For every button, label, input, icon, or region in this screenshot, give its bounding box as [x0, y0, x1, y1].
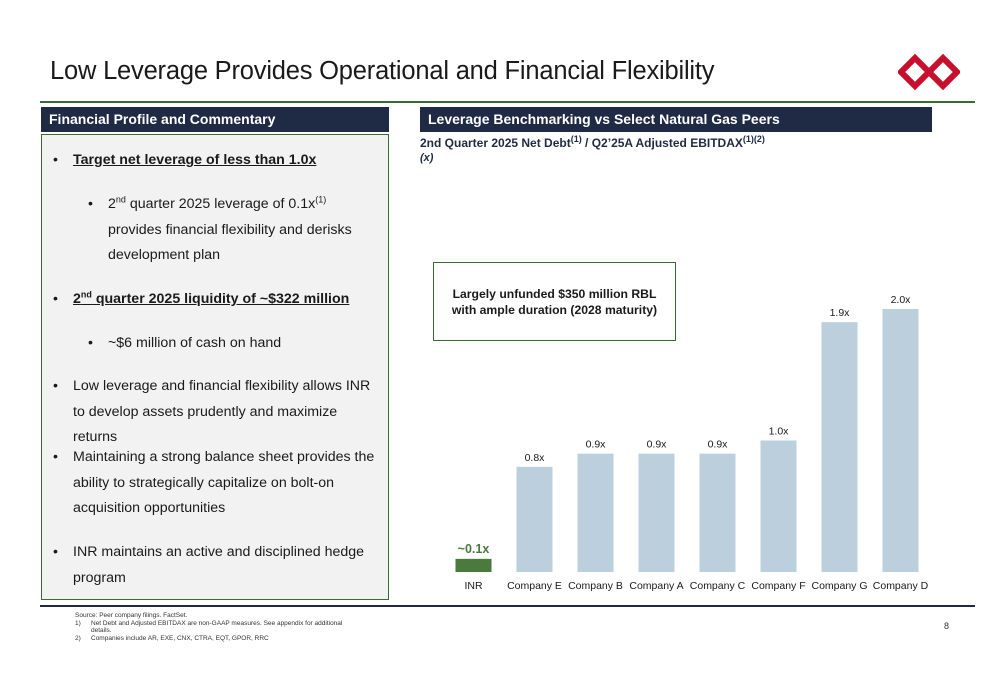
x-tick-company-c: Company C [690, 580, 746, 592]
x-tick-company-f: Company F [751, 580, 805, 592]
page-number: 8 [944, 621, 950, 631]
bar-inr [455, 558, 492, 572]
footer-source: Source: Peer company filings. FactSet. [75, 612, 188, 619]
sub-bullet-cash: • ~$6 million of cash on hand [88, 335, 282, 351]
footnote-1-line2: details. [91, 627, 112, 634]
x-tick-company-g: Company G [811, 580, 867, 592]
commentary-box [41, 134, 389, 600]
bar-company-c [699, 453, 736, 572]
data-label-inr: ~0.1x [458, 542, 490, 556]
footer-divider [40, 605, 975, 607]
x-tick-company-e: Company E [507, 580, 562, 592]
bullet-balance-sheet: • Maintaining a strong balance sheet prov… [53, 449, 375, 516]
bar-company-d [882, 309, 919, 572]
bullet-flexibility: • Low leverage and financial flexibility … [53, 378, 371, 445]
x-tick-company-b: Company B [568, 580, 623, 592]
bar-company-b [577, 453, 614, 572]
data-label-company-d: 2.0x [891, 294, 912, 306]
sub-bullet-q2-leverage: • 2nd quarter 2025 leverage of 0.1x(1) pr… [88, 194, 352, 263]
data-label-company-f: 1.0x [769, 426, 790, 438]
bar-company-f [760, 440, 797, 572]
x-tick-company-a: Company A [629, 580, 683, 592]
x-tick-company-d: Company D [873, 580, 929, 592]
footnote-1-number: 1) [75, 620, 81, 627]
data-label-company-b: 0.9x [586, 439, 607, 451]
data-label-company-c: 0.9x [708, 439, 729, 451]
bar-company-e [516, 466, 553, 572]
data-label-company-e: 0.8x [525, 452, 546, 464]
footnote-2-number: 2) [75, 635, 81, 642]
bullet-liquidity: • 2nd quarter 2025 liquidity of ~$322 mil… [53, 289, 350, 307]
benchmarking-heading: Leverage Benchmarking vs Select Natural … [420, 107, 932, 132]
bullet-target-leverage: • Target net leverage of less than 1.0x [53, 152, 317, 168]
rbl-callout: Largely unfunded $350 million RBL with a… [433, 262, 676, 341]
x-tick-inr: INR [464, 580, 483, 592]
header-divider [40, 101, 975, 103]
financial-profile-heading: Financial Profile and Commentary [41, 107, 389, 132]
bar-company-g [821, 322, 858, 572]
data-label-company-a: 0.9x [647, 439, 668, 451]
footnote-1-line1: Net Debt and Adjusted EBITDAX are non-GA… [91, 620, 343, 627]
chart-unit: (x) [420, 152, 434, 164]
double-diamond-logo-icon [898, 53, 960, 91]
bar-company-a [638, 453, 675, 572]
data-label-company-g: 1.9x [830, 307, 851, 319]
chart-subtitle: 2nd Quarter 2025 Net Debt(1) / Q2’25A Ad… [420, 134, 765, 151]
page-title: Low Leverage Provides Operational and Fi… [50, 57, 715, 85]
bullet-hedge: • INR maintains an active and disciplined… [53, 544, 365, 586]
footnote-2: Companies include AR, EXE, CNX, CTRA, EQ… [91, 635, 269, 642]
leverage-bar-chart: ~0.1x INR 0.8x Company E 0.9x Company B 0.9x Co… [455, 294, 929, 592]
